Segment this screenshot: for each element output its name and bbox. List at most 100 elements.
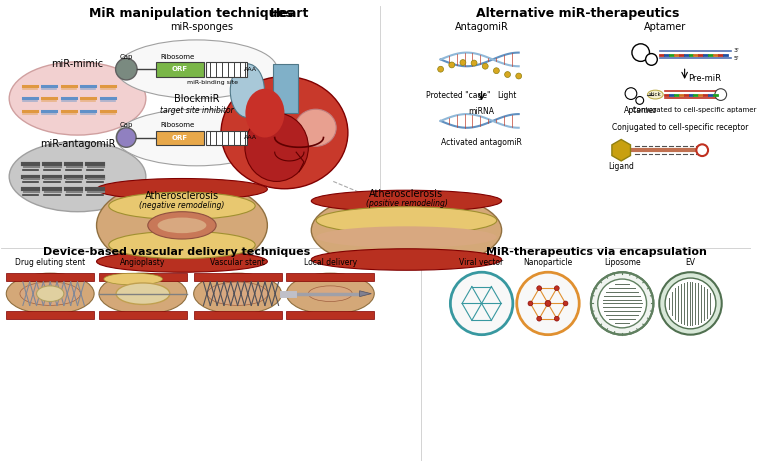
Ellipse shape: [311, 249, 502, 270]
Circle shape: [636, 96, 644, 104]
Circle shape: [659, 272, 722, 335]
Ellipse shape: [116, 109, 277, 166]
Ellipse shape: [316, 226, 497, 248]
Text: AntagomiR: AntagomiR: [455, 22, 508, 32]
Circle shape: [697, 144, 708, 156]
Circle shape: [715, 89, 727, 101]
Ellipse shape: [6, 273, 94, 314]
Circle shape: [625, 88, 637, 99]
Ellipse shape: [104, 273, 163, 285]
Ellipse shape: [221, 76, 348, 189]
Ellipse shape: [194, 273, 282, 314]
Text: Ribosome: Ribosome: [160, 122, 194, 128]
Text: Pre-miR: Pre-miR: [687, 75, 720, 83]
Text: 3': 3': [733, 48, 740, 53]
Bar: [273, 64, 298, 113]
Circle shape: [632, 44, 650, 62]
Text: (negative remodeling): (negative remodeling): [139, 201, 225, 210]
Text: Cap: Cap: [120, 54, 133, 60]
Text: Nanoparticle: Nanoparticle: [523, 258, 573, 267]
Ellipse shape: [309, 286, 353, 302]
Bar: [286, 311, 374, 319]
Text: Light: Light: [498, 91, 517, 100]
Ellipse shape: [116, 40, 277, 98]
Text: 5': 5': [733, 56, 739, 61]
Circle shape: [545, 301, 551, 306]
Text: EV: EV: [686, 258, 696, 267]
Circle shape: [117, 128, 136, 147]
Circle shape: [116, 58, 137, 80]
Ellipse shape: [311, 190, 502, 212]
Text: Drug eluting stent: Drug eluting stent: [15, 258, 85, 267]
Circle shape: [438, 66, 444, 72]
Bar: [207, 62, 247, 77]
Circle shape: [591, 272, 654, 335]
Bar: [99, 273, 187, 281]
Circle shape: [516, 73, 521, 79]
Circle shape: [528, 301, 533, 306]
Text: Conjugated to cell-specific aptamer: Conjugated to cell-specific aptamer: [632, 107, 756, 113]
Ellipse shape: [97, 178, 267, 200]
Ellipse shape: [246, 89, 284, 137]
Text: miR-antagomiR: miR-antagomiR: [40, 139, 115, 149]
Text: stick: stick: [649, 92, 662, 97]
Ellipse shape: [97, 179, 267, 272]
Bar: [6, 311, 94, 319]
Text: Heart: Heart: [270, 7, 309, 20]
Bar: [99, 311, 187, 319]
Bar: [156, 62, 204, 77]
Text: Device-based vascular delivery techniques: Device-based vascular delivery technique…: [44, 247, 311, 257]
Text: Ligand: Ligand: [608, 162, 634, 171]
Text: miR-sponges: miR-sponges: [170, 22, 233, 32]
Circle shape: [450, 272, 513, 335]
Ellipse shape: [97, 251, 267, 272]
Circle shape: [598, 279, 647, 328]
Text: ORF: ORF: [172, 135, 188, 141]
Ellipse shape: [99, 273, 187, 314]
Text: Alternative miR-therapeutics: Alternative miR-therapeutics: [475, 7, 679, 20]
Polygon shape: [612, 139, 631, 161]
Circle shape: [505, 72, 511, 77]
Text: Liposome: Liposome: [604, 258, 641, 267]
Ellipse shape: [207, 282, 268, 305]
Text: ORF: ORF: [172, 66, 188, 72]
Text: AAA: AAA: [243, 67, 257, 72]
Ellipse shape: [37, 286, 64, 302]
Text: Protected "cage": Protected "cage": [426, 91, 491, 100]
Circle shape: [460, 60, 466, 65]
Circle shape: [517, 272, 579, 335]
Circle shape: [554, 316, 559, 321]
Ellipse shape: [9, 62, 146, 135]
Ellipse shape: [20, 282, 81, 305]
Bar: [207, 130, 247, 145]
Text: Viral vector: Viral vector: [459, 258, 504, 267]
Bar: [6, 273, 94, 281]
Ellipse shape: [157, 218, 207, 233]
Polygon shape: [359, 291, 371, 297]
Text: Vascular stent: Vascular stent: [210, 258, 265, 267]
Bar: [156, 130, 204, 145]
Text: Angioplasty: Angioplasty: [121, 258, 166, 267]
Circle shape: [646, 54, 657, 65]
Text: (positive remodeling): (positive remodeling): [366, 199, 448, 208]
Circle shape: [471, 60, 477, 66]
Ellipse shape: [286, 273, 374, 314]
Text: Atherosclerosis: Atherosclerosis: [145, 191, 219, 201]
Text: Ribosome: Ribosome: [160, 54, 194, 60]
Ellipse shape: [109, 231, 255, 259]
Ellipse shape: [316, 207, 497, 234]
Text: miRNA: miRNA: [468, 107, 495, 116]
Bar: [194, 273, 282, 281]
Text: AAA: AAA: [243, 135, 257, 140]
Ellipse shape: [9, 141, 146, 212]
Circle shape: [494, 68, 499, 74]
Text: target site inhibitor: target site inhibitor: [160, 106, 233, 115]
Circle shape: [537, 286, 541, 291]
Circle shape: [554, 286, 559, 291]
Ellipse shape: [311, 191, 502, 269]
Circle shape: [665, 278, 716, 329]
Text: Local delivery: Local delivery: [304, 258, 357, 267]
Text: Aptamer: Aptamer: [644, 22, 687, 32]
Ellipse shape: [647, 90, 663, 99]
Ellipse shape: [295, 109, 336, 146]
